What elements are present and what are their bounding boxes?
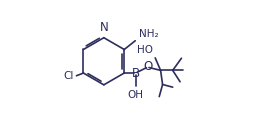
Text: OH: OH <box>128 90 144 100</box>
Text: NH₂: NH₂ <box>139 29 158 39</box>
Text: HO: HO <box>138 45 153 55</box>
Text: B: B <box>132 67 140 80</box>
Text: N: N <box>99 21 108 34</box>
Text: Cl: Cl <box>63 71 73 81</box>
Text: O: O <box>143 60 152 73</box>
